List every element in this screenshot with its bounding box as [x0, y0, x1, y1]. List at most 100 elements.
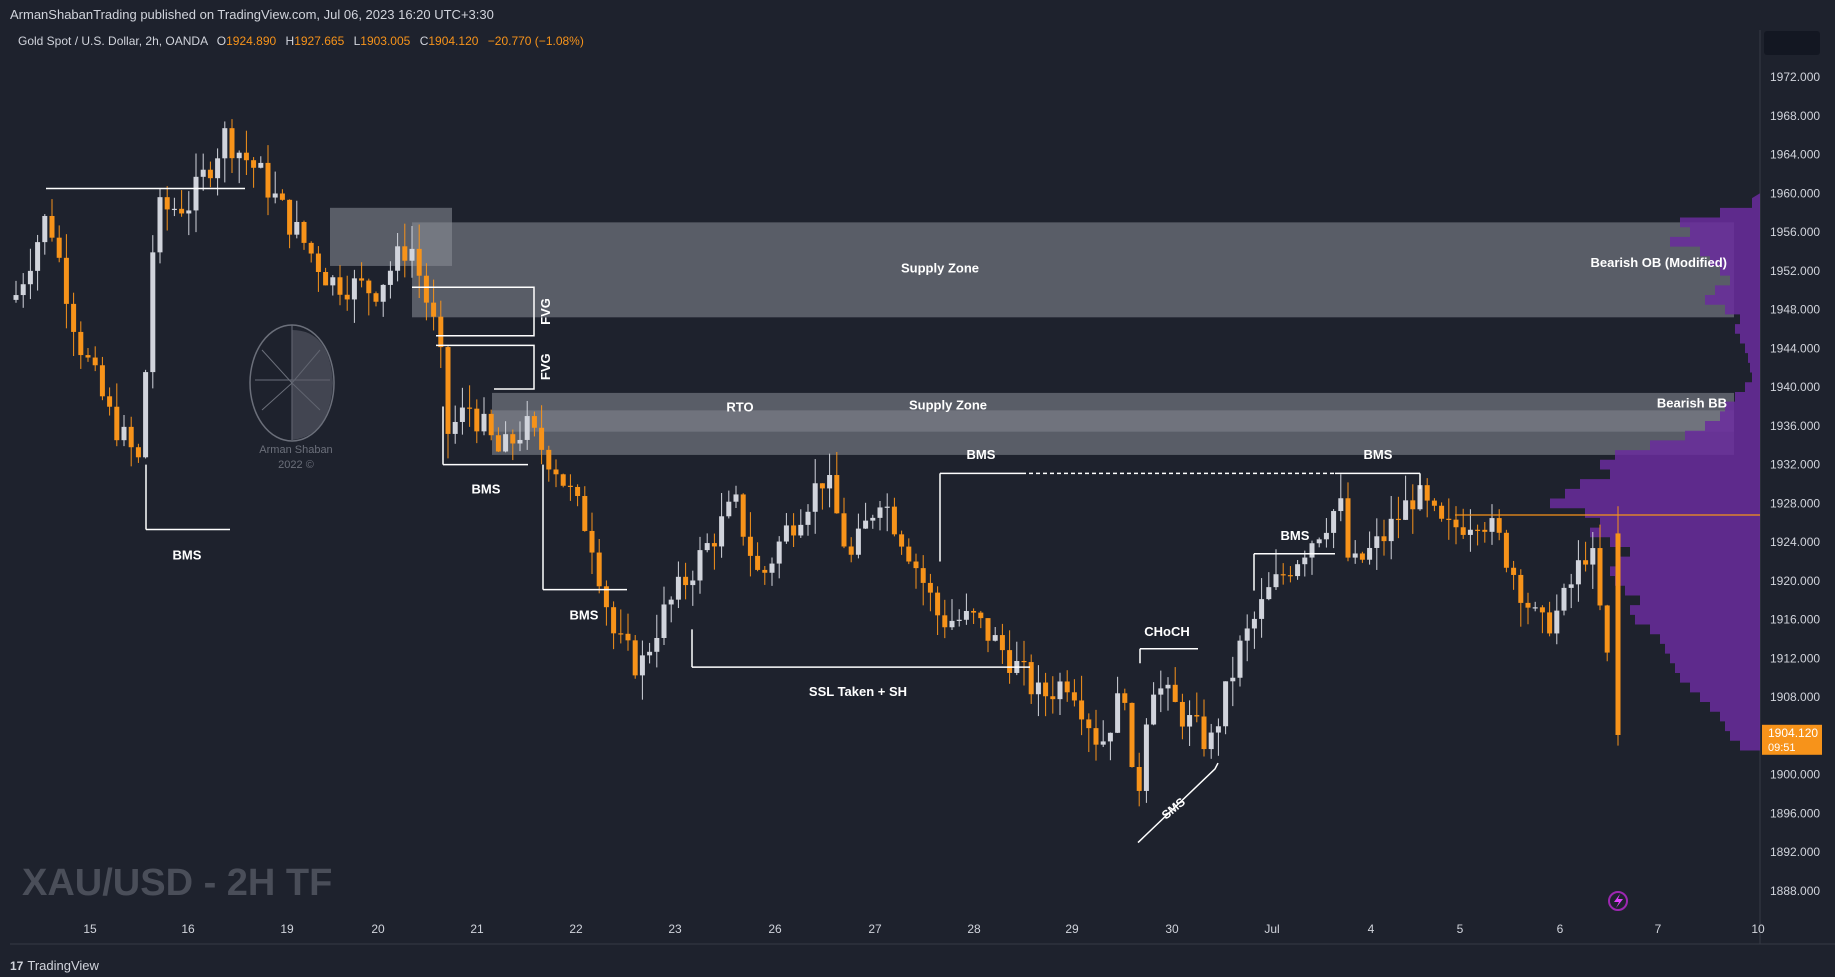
- candle-body: [985, 618, 991, 641]
- candle-body: [1244, 628, 1250, 641]
- candle-body: [351, 278, 357, 300]
- candle-body: [755, 555, 761, 570]
- candle-body: [128, 426, 134, 448]
- candle-body: [416, 248, 422, 276]
- time-tick-label: 21: [470, 922, 484, 936]
- candle-body: [927, 582, 933, 593]
- candle-body: [272, 193, 278, 198]
- candle-body: [848, 546, 854, 555]
- candle-body: [999, 635, 1005, 651]
- time-axis[interactable]: 15 16 19 20 21 22 23 26 27 28 29 30 Jul 4 5 6 7 10: [83, 922, 1765, 936]
- candle-body: [1323, 532, 1329, 540]
- tradingview-logo[interactable]: 17 TradingView: [10, 958, 99, 973]
- candle-body: [1050, 696, 1056, 700]
- candle-body: [114, 406, 120, 441]
- candle-body: [1071, 692, 1077, 701]
- candle-body: [495, 435, 501, 452]
- candle-body: [308, 242, 314, 254]
- candle-body: [402, 246, 408, 261]
- candle-body: [913, 561, 919, 569]
- candle-body: [503, 434, 509, 452]
- candle-body: [445, 347, 451, 434]
- candle-body: [942, 615, 948, 628]
- candle-body: [265, 162, 271, 198]
- candle-body: [344, 294, 350, 300]
- candle-body: [380, 284, 386, 302]
- time-tick-label: 23: [668, 922, 682, 936]
- candle-body: [452, 421, 458, 434]
- candle-body: [1295, 564, 1301, 577]
- candle-body: [992, 635, 998, 641]
- candle-body: [1359, 553, 1365, 560]
- candle-body: [1597, 548, 1603, 606]
- price-tick-label: 1892.000: [1770, 845, 1820, 859]
- candle-body: [690, 580, 696, 586]
- candle-body: [143, 372, 149, 458]
- candle-body: [971, 610, 977, 613]
- candle-body: [812, 483, 818, 512]
- candle-body: [632, 640, 638, 676]
- candle-body: [978, 612, 984, 619]
- candle-body: [769, 563, 775, 573]
- candle-body: [1568, 584, 1574, 588]
- candle-body: [899, 534, 905, 547]
- price-axis[interactable]: 1972.000 1968.000 1964.000 1960.000 1956.000…: [1770, 70, 1820, 898]
- high-value: 1927.665: [294, 34, 344, 48]
- lightning-icon[interactable]: [1608, 891, 1628, 911]
- candle-body: [596, 552, 602, 587]
- candle-body: [1280, 574, 1286, 576]
- candle-body: [251, 160, 257, 168]
- candle-body: [1107, 732, 1113, 742]
- candle-body: [1431, 500, 1437, 506]
- volume-profile-shape: [1550, 193, 1760, 751]
- candle-body: [135, 447, 141, 458]
- candle-body: [207, 169, 213, 179]
- supply-zone-lower: [492, 392, 1734, 455]
- candle-body: [668, 599, 674, 605]
- candle-body: [510, 434, 516, 444]
- candle-body: [409, 248, 415, 261]
- candle-body: [1287, 575, 1293, 577]
- candle-body: [488, 413, 494, 436]
- candle-body: [99, 365, 105, 397]
- low-value: 1903.005: [360, 34, 410, 48]
- candle-body: [1374, 536, 1380, 548]
- time-tick-label: 19: [280, 922, 294, 936]
- top-bar: ArmanShabanTrading published on TradingV…: [0, 0, 1835, 30]
- candle-body: [1309, 543, 1315, 558]
- candle-body: [1230, 677, 1236, 682]
- candle-body: [1590, 548, 1596, 565]
- candle-body: [920, 568, 926, 583]
- candle-body: [1460, 527, 1466, 535]
- supply-zone-upper: [412, 222, 1734, 318]
- candle-body: [164, 197, 170, 210]
- top-right-button[interactable]: [1764, 31, 1820, 55]
- candle-body: [258, 162, 264, 168]
- candle-body: [1021, 660, 1027, 663]
- candle-body: [1446, 518, 1452, 520]
- candle-body: [1417, 485, 1423, 510]
- time-tick-label: Jul: [1264, 922, 1279, 936]
- time-tick-label: 20: [371, 922, 385, 936]
- candle-body: [1115, 693, 1121, 733]
- price-tick-label: 1928.000: [1770, 496, 1820, 510]
- candle-body: [229, 128, 235, 159]
- candle-body: [906, 546, 912, 562]
- candle-body: [1482, 529, 1488, 532]
- candle-body: [179, 208, 185, 214]
- watermark-title: XAU/USD - 2H TF: [22, 862, 332, 904]
- candle-body: [582, 496, 588, 531]
- candle-body: [222, 128, 228, 159]
- candle-body: [107, 396, 113, 407]
- price-tick-label: 1956.000: [1770, 225, 1820, 239]
- candle-body: [1547, 612, 1553, 634]
- bms-label-1: BMS: [173, 548, 202, 563]
- supply-zones: [330, 207, 1734, 455]
- candle-body: [1511, 567, 1517, 575]
- candle-body: [1561, 587, 1567, 611]
- legend: Gold Spot / U.S. Dollar, 2h, OANDA O1924…: [18, 34, 584, 48]
- candle-body: [798, 524, 804, 536]
- candle-body: [1064, 681, 1070, 693]
- candle-body: [956, 619, 962, 621]
